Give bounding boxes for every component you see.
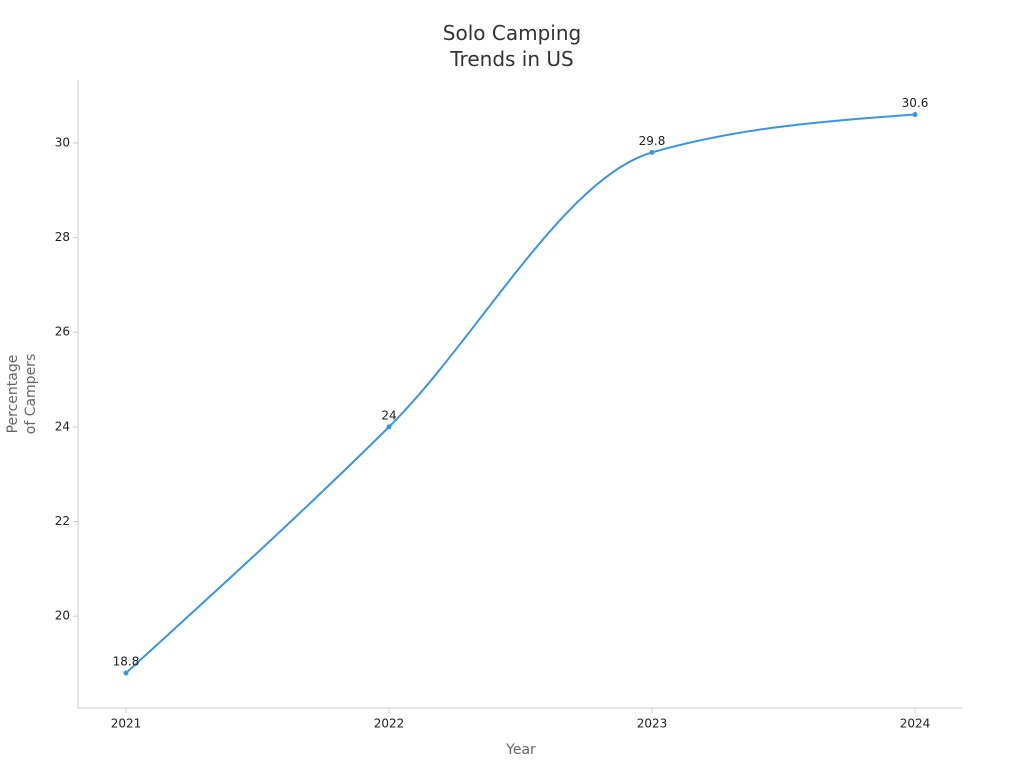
x-tick-label: 2021 <box>111 717 142 731</box>
value-label: 24 <box>381 408 396 422</box>
y-tick-label: 26 <box>55 325 70 339</box>
x-tick-label: 2023 <box>637 717 668 731</box>
y-tick-label: 28 <box>55 230 70 244</box>
x-tick-label: 2024 <box>900 717 931 731</box>
y-tick-label: 30 <box>55 135 70 149</box>
point <box>912 112 918 118</box>
x-tick-label: 2022 <box>374 717 405 731</box>
y-tick-label: 22 <box>55 514 70 528</box>
y-tick-label: 24 <box>55 419 70 433</box>
x-axis-label: Year <box>506 742 536 758</box>
point <box>123 670 129 676</box>
y-tick-label: 20 <box>55 609 70 623</box>
point <box>649 149 655 155</box>
value-label: 29.8 <box>639 134 666 148</box>
chart-title: Solo Camping Trends in US <box>442 21 582 71</box>
line <box>125 113 916 674</box>
y-axis-label: Percentage of Campers <box>5 353 39 435</box>
value-label: 18.8 <box>113 654 140 668</box>
point <box>386 424 392 430</box>
value-label: 30.6 <box>902 96 929 110</box>
